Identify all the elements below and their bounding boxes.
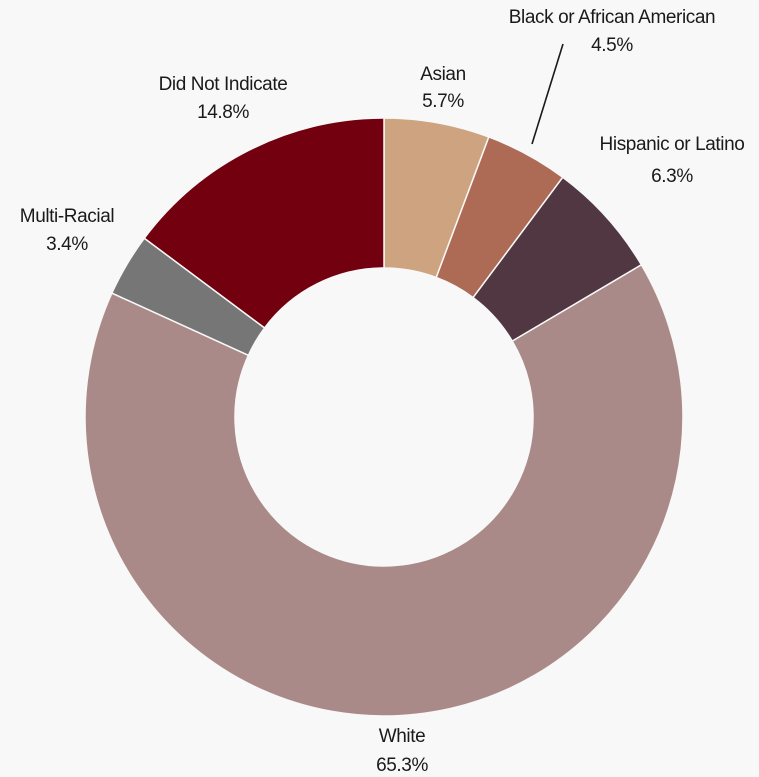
slice-label-multi-racial-value: 3.4% [46,234,88,255]
slice-label-asian-name: Asian [420,64,466,85]
slice-label-asian-value: 5.7% [422,91,464,112]
slice-label-black-or-african-american: Black or African American 4.5% [509,7,716,56]
slice-did-not-indicate [143,117,385,329]
slice-label-did-not-indicate-name: Did Not Indicate [159,74,288,95]
slice-label-white-value: 65.3% [376,755,428,776]
slice-label-white: White 65.3% [376,726,429,776]
slice-label-black-name: Black or African American [509,7,715,28]
slice-label-black-value: 4.5% [591,35,633,56]
slice-label-did-not-indicate: Did Not Indicate 14.8% [159,74,288,123]
slice-label-did-not-indicate-value: 14.8% [197,102,249,123]
slice-white [84,263,684,717]
slice-label-hispanic-name: Hispanic or Latino [600,134,745,155]
slice-label-multi-racial: Multi-Racial 3.4% [20,206,115,255]
slice-label-hispanic-value: 6.3% [651,166,693,187]
slice-label-hispanic-or-latino: Hispanic or Latino 6.3% [600,134,745,187]
slice-label-multi-racial-name: Multi-Racial [20,206,114,227]
slice-label-white-name: White [379,726,426,747]
slice-label-asian: Asian 5.7% [420,64,466,112]
slices-group [84,117,684,717]
leader-line-black-or-african-american [531,43,564,145]
